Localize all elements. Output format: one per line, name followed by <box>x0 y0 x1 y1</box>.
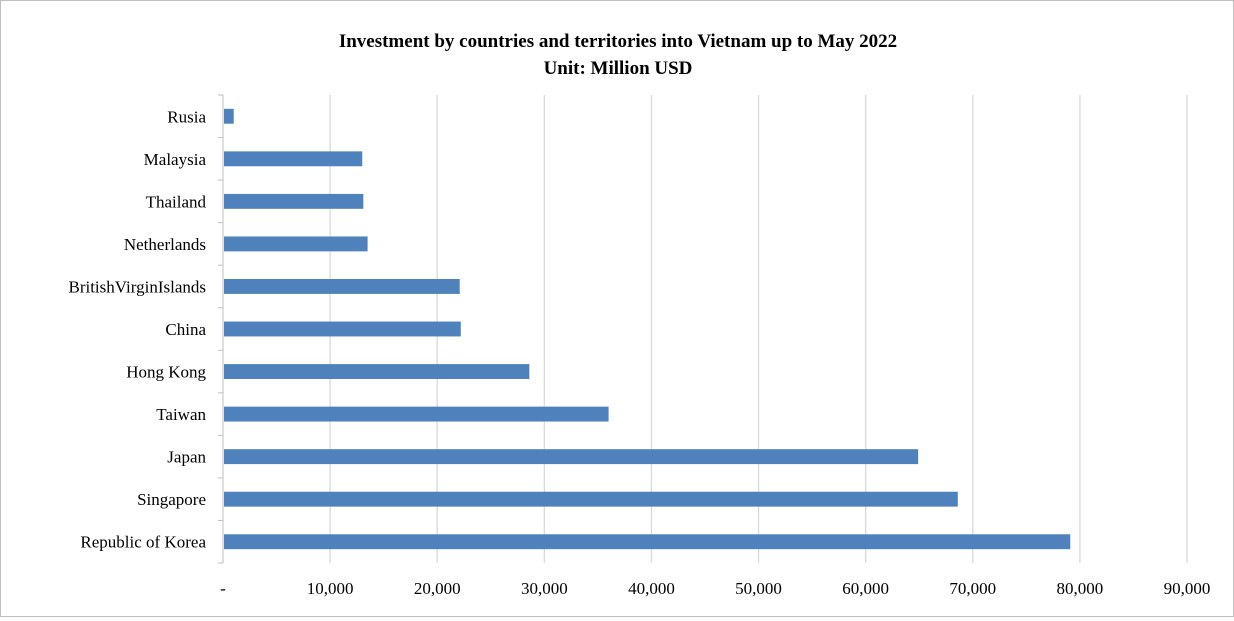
bar <box>224 108 234 124</box>
x-tick-label: 70,000 <box>949 579 996 598</box>
category-label: Hong Kong <box>126 363 206 382</box>
x-tick-label: 40,000 <box>628 579 675 598</box>
bar <box>224 151 363 167</box>
chart-subtitle: Unit: Million USD <box>544 58 693 79</box>
x-tick-label: 30,000 <box>521 579 568 598</box>
category-label: Malaysia <box>144 150 207 169</box>
category-axis <box>218 94 224 564</box>
category-label: Japan <box>167 448 206 467</box>
category-label: Taiwan <box>156 405 206 424</box>
category-label: Rusia <box>167 107 206 126</box>
x-tick-label: 50,000 <box>735 579 782 598</box>
bar <box>224 534 1071 550</box>
category-label: Thailand <box>146 192 207 211</box>
gridlines <box>329 95 1188 563</box>
x-tick-label: 90,000 <box>1164 579 1211 598</box>
x-tick-label: 60,000 <box>842 579 889 598</box>
bar <box>224 364 530 379</box>
chart-title: Investment by countries and territories … <box>339 31 897 52</box>
bar <box>224 321 461 337</box>
bars <box>224 108 1071 550</box>
category-label: Singapore <box>137 490 206 509</box>
category-label: Republic of Korea <box>80 533 206 552</box>
x-tick-label: - <box>220 579 226 598</box>
bar <box>224 406 609 422</box>
bar <box>224 491 958 507</box>
category-label: Netherlands <box>124 235 206 254</box>
x-tick-labels: - 10,000 20,000 30,000 40,000 50,000 60,000 70,… <box>220 579 1210 598</box>
bar <box>224 449 919 465</box>
category-label: China <box>165 320 206 339</box>
category-label: BritishVirginIslands <box>68 277 206 296</box>
x-tick-label: 80,000 <box>1057 579 1104 598</box>
bar <box>224 236 368 252</box>
category-labels: Rusia Malaysia Thailand Netherlands BritishV… <box>68 107 206 551</box>
x-tick-label: 20,000 <box>414 579 461 598</box>
x-tick-label: 10,000 <box>307 579 354 598</box>
bar <box>224 279 460 294</box>
bar <box>224 193 364 209</box>
